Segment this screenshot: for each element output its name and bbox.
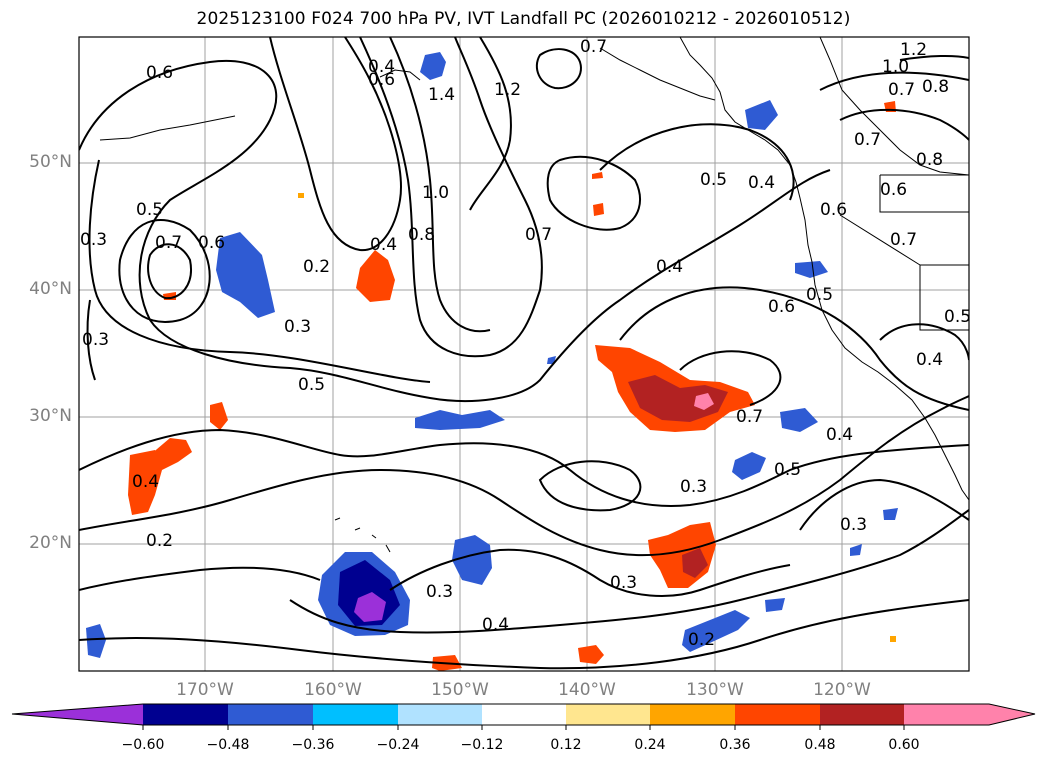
contour-label: 0.5 (700, 170, 727, 190)
colorbar-tick-label: −0.60 (121, 737, 165, 753)
contour-label: 0.3 (610, 573, 637, 593)
ivt-anomaly-fill (86, 52, 898, 671)
contour-label: 0.7 (890, 230, 917, 250)
lon-label-160w: 160°W (304, 680, 362, 700)
contour-label: 0.8 (408, 225, 435, 245)
contour-label: 0.6 (880, 180, 907, 200)
contour-label: 0.3 (426, 582, 453, 602)
lon-label-170w: 170°W (176, 680, 234, 700)
colorbar-overflow-arrow (989, 704, 1035, 725)
contour-label: 0.4 (656, 257, 683, 277)
colorbar-tick-label: 0.36 (719, 737, 751, 753)
colorbar-tick-label: 0.60 (888, 737, 920, 753)
contour-label: 0.3 (680, 477, 707, 497)
contour-label: 0.2 (146, 531, 173, 551)
map-frame (78, 36, 970, 672)
colorbar-tick-label: −0.12 (460, 737, 504, 753)
contour-label: 0.3 (82, 330, 109, 350)
contour-label: 0.5 (136, 200, 163, 220)
colorbar-tick-label: 0.24 (634, 737, 666, 753)
contour-label: 0.4 (916, 350, 943, 370)
contour-label: 1.4 (428, 85, 455, 105)
contour-label: 0.3 (284, 317, 311, 337)
contour-label: 1.0 (882, 57, 909, 77)
colorbar-tick-label: 0.48 (804, 737, 836, 753)
lat-label-20n: 20°N (29, 533, 72, 553)
colorbar-tick-label: −0.36 (291, 737, 335, 753)
contour-label: 0.8 (916, 150, 943, 170)
contour-label: 0.5 (298, 375, 325, 395)
contour-label: 0.4 (370, 235, 397, 255)
figure-title: 2025123100 F024 700 hPa PV, IVT Landfall… (196, 9, 851, 29)
lon-label-150w: 150°W (431, 680, 489, 700)
coastlines (99, 37, 969, 553)
contour-label: 0.2 (303, 257, 330, 277)
lat-label-50n: 50°N (29, 152, 72, 172)
contour-label: 0.4 (368, 57, 395, 77)
contour-label: 0.4 (132, 472, 159, 492)
contour-label: 0.7 (854, 130, 881, 150)
contour-label: 0.4 (482, 615, 509, 635)
colorbar-tick-label: −0.48 (206, 737, 250, 753)
contour-label: 0.5 (774, 460, 801, 480)
lat-label-30n: 30°N (29, 406, 72, 426)
contour-label: 0.6 (198, 233, 225, 253)
lon-label-120w: 120°W (813, 680, 871, 700)
contour-label: 0.7 (525, 225, 552, 245)
lat-label-40n: 40°N (29, 279, 72, 299)
contour-label: 0.7 (580, 37, 607, 57)
contour-label: 0.3 (80, 230, 107, 250)
contour-label: 0.6 (146, 63, 173, 83)
contour-label: 0.4 (826, 425, 853, 445)
pv-contours (79, 37, 969, 670)
contour-label: 1.2 (494, 80, 521, 100)
contour-label: 0.3 (840, 515, 867, 535)
contour-label: 0.4 (748, 173, 775, 193)
contour-label: 0.5 (806, 285, 833, 305)
colorbar-tick-label: 0.12 (550, 737, 582, 753)
contour-label: 0.7 (888, 80, 915, 100)
map-background (79, 37, 969, 671)
contour-label: 0.5 (944, 307, 971, 327)
lon-label-140w: 140°W (558, 680, 616, 700)
contour-label: 0.7 (736, 407, 763, 427)
lon-label-130w: 130°W (686, 680, 744, 700)
contour-labels: 0.6 0.6 0.4 1.4 1.2 0.7 1.2 1.0 0.8 0.7 … (80, 37, 971, 650)
colorbar-tick-label: −0.24 (376, 737, 420, 753)
contour-label: 0.6 (368, 70, 395, 90)
contour-label: 1.2 (900, 40, 927, 60)
contour-label: 0.7 (155, 233, 182, 253)
contour-label: 1.0 (422, 183, 449, 203)
contour-label: 0.2 (688, 630, 715, 650)
contour-label: 0.6 (820, 200, 847, 220)
colorbar (11, 703, 1036, 730)
contour-label: 0.8 (922, 77, 949, 97)
colorbar-underflow-arrow (12, 704, 143, 725)
contour-label: 0.6 (768, 297, 795, 317)
